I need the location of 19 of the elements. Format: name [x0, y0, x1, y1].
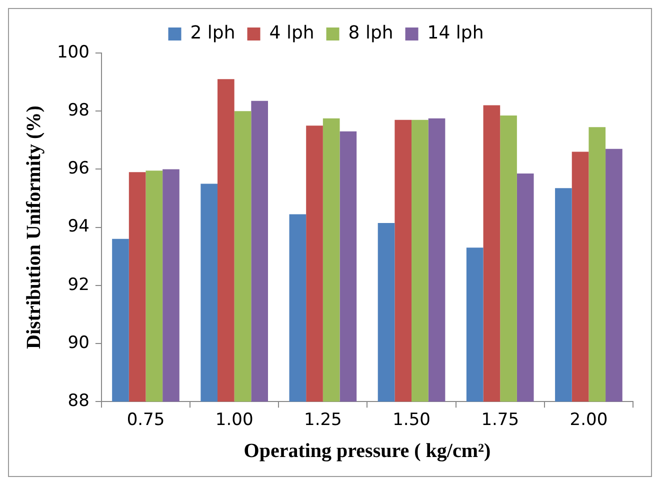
- legend-label: 8 lph: [348, 22, 394, 44]
- y-tick-label: 98: [68, 100, 90, 121]
- y-tick-label: 100: [56, 42, 90, 62]
- y-tick-label: 90: [68, 332, 90, 353]
- legend-label: 4 lph: [269, 22, 314, 44]
- x-tick-label: 1.25: [304, 410, 342, 430]
- legend-label: 14 lph: [427, 22, 484, 44]
- x-axis-title: Operating pressure ( kg/cm²): [244, 440, 491, 462]
- x-tick-label: 1.00: [215, 410, 254, 430]
- x-tick-label: 2.00: [570, 410, 608, 430]
- x-tick-label: 1.75: [481, 410, 520, 430]
- y-tick-label: 92: [68, 274, 90, 295]
- x-tick-label: 1.50: [392, 410, 430, 430]
- legend-label: 2 lph: [190, 22, 236, 44]
- y-tick-label: 94: [68, 216, 90, 237]
- y-axis-title: Distribution Uniformity (%): [23, 106, 46, 349]
- y-tick-label: 88: [68, 391, 90, 412]
- x-tick-label: 0.75: [126, 410, 165, 430]
- y-tick-label: 96: [68, 158, 90, 179]
